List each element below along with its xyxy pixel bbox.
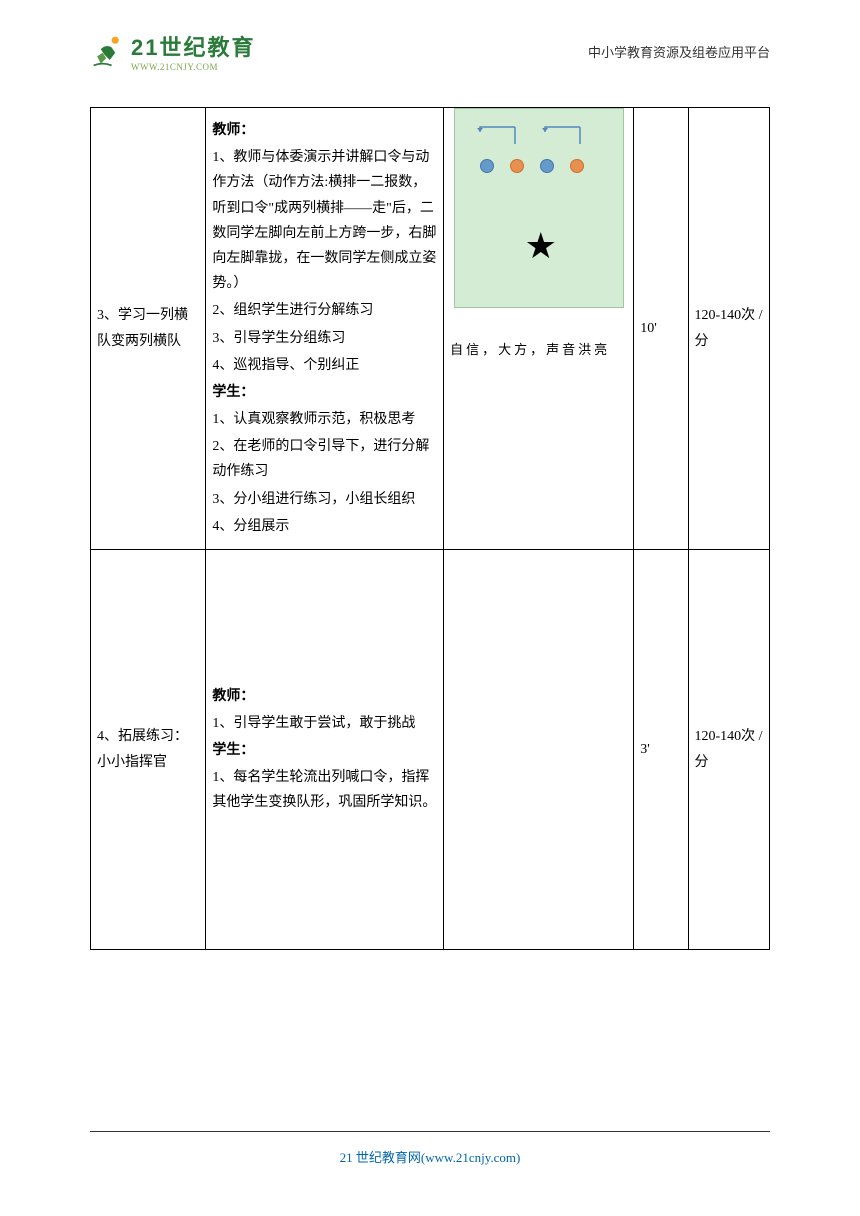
duration: 3' xyxy=(634,550,688,950)
teacher-block: 教师： 1、引导学生敢于尝试，敢于挑战 学生： 1、每名学生轮流出列喊口令，指挥… xyxy=(212,684,437,816)
intensity: 120-140次 /分 xyxy=(688,550,770,950)
footer-divider xyxy=(90,1131,770,1132)
teacher-item: 3、引导学生分组练习 xyxy=(212,326,437,351)
page-header: 21世纪教育 WWW.21CNJY.COM 中小学教育资源及组卷应用平台 xyxy=(0,0,860,87)
duration: 10' xyxy=(634,108,688,550)
teacher-item: 4、巡视指导、个别纠正 xyxy=(212,353,437,378)
teacher-item: 2、组织学生进行分解练习 xyxy=(212,298,437,323)
student-item: 3、分小组进行练习，小组长组织 xyxy=(212,487,437,512)
student-item: 2、在老师的口令引导下，进行分解动作练习 xyxy=(212,434,437,484)
header-subtitle: 中小学教育资源及组卷应用平台 xyxy=(588,42,770,61)
dot-orange xyxy=(510,159,524,173)
dots-row xyxy=(480,159,584,173)
diagram-cell xyxy=(444,550,634,950)
activity-content: 教师： 1、引导学生敢于尝试，敢于挑战 学生： 1、每名学生轮流出列喊口令，指挥… xyxy=(206,550,444,950)
intensity: 120-140次 /分 xyxy=(688,108,770,550)
dot-blue xyxy=(480,159,494,173)
footer-text: 21 世纪教育网(www.21cnjy.com) xyxy=(340,1150,521,1165)
table-row: 3、学习一列横队变两列横队 教师： 1、教师与体委演示并讲解口令与动作方法（动作… xyxy=(91,108,770,550)
star-icon: ★ xyxy=(525,214,557,279)
page-footer: 21 世纪教育网(www.21cnjy.com) xyxy=(0,1131,860,1166)
logo-text-en: WWW.21CNJY.COM xyxy=(131,62,255,72)
teacher-block: 教师： 1、教师与体委演示并讲解口令与动作方法（动作方法:横排一二报数，听到口令… xyxy=(212,118,437,539)
arrow-icons xyxy=(475,124,605,154)
teacher-item: 1、引导学生敢于尝试，敢于挑战 xyxy=(212,711,437,736)
activity-content: 教师： 1、教师与体委演示并讲解口令与动作方法（动作方法:横排一二报数，听到口令… xyxy=(206,108,444,550)
lesson-table: 3、学习一列横队变两列横队 教师： 1、教师与体委演示并讲解口令与动作方法（动作… xyxy=(90,107,770,950)
teacher-item: 1、教师与体委演示并讲解口令与动作方法（动作方法:横排一二报数，听到口令"成两列… xyxy=(212,145,437,296)
dot-orange xyxy=(570,159,584,173)
student-item: 1、每名学生轮流出列喊口令，指挥其他学生变换队形，巩固所学知识。 xyxy=(212,765,437,815)
student-item: 1、认真观察教师示范，积极思考 xyxy=(212,407,437,432)
activity-name: 3、学习一列横队变两列横队 xyxy=(91,108,206,550)
logo-text-cn: 21世纪教育 xyxy=(131,30,255,62)
formation-diagram: ★ xyxy=(454,108,624,308)
student-item: 4、分组展示 xyxy=(212,514,437,539)
table-row: 4、拓展练习：小小指挥官 教师： 1、引导学生敢于尝试，敢于挑战 学生： 1、每… xyxy=(91,550,770,950)
diagram-cell: ★ 自信，大方，声音洪亮 xyxy=(444,108,634,550)
activity-name: 4、拓展练习：小小指挥官 xyxy=(91,550,206,950)
student-title: 学生： xyxy=(212,738,437,763)
diagram-caption: 自信，大方，声音洪亮 xyxy=(450,338,627,361)
logo-text-wrapper: 21世纪教育 WWW.21CNJY.COM xyxy=(131,30,255,72)
teacher-title: 教师： xyxy=(212,118,437,143)
runner-icon xyxy=(90,33,126,69)
teacher-title: 教师： xyxy=(212,684,437,709)
student-title: 学生： xyxy=(212,380,437,405)
logo: 21世纪教育 WWW.21CNJY.COM xyxy=(90,30,255,72)
dot-blue xyxy=(540,159,554,173)
